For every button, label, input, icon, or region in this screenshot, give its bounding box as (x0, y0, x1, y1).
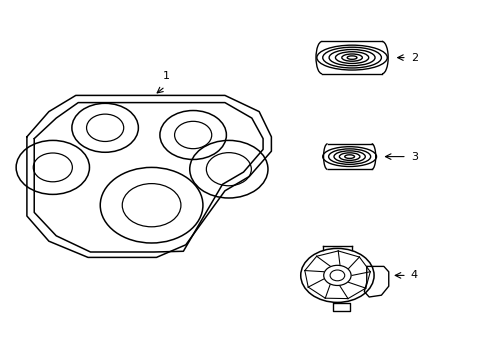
Text: 3: 3 (410, 152, 417, 162)
Text: 2: 2 (410, 53, 417, 63)
Text: 4: 4 (410, 270, 417, 280)
Text: 1: 1 (163, 71, 169, 81)
